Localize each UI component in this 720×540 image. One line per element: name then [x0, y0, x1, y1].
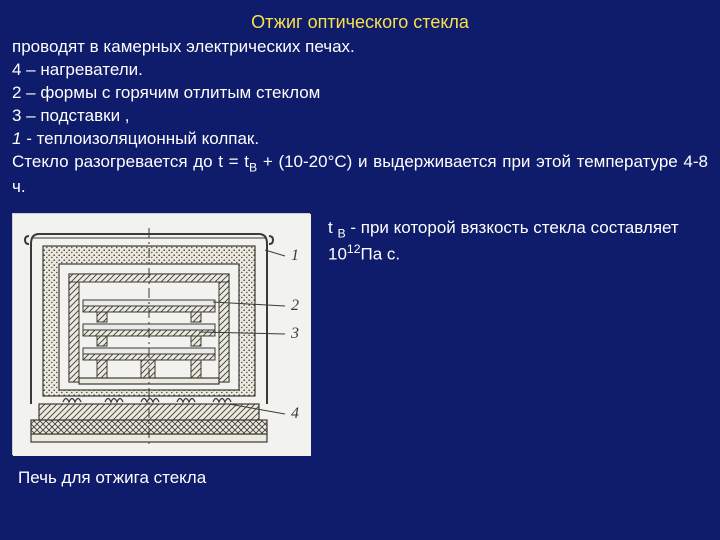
- line-5: 1 - теплоизоляционный колпак.: [12, 128, 708, 151]
- callout-3: 3: [290, 325, 299, 342]
- furnace-svg: 1 2 3 4: [13, 214, 311, 456]
- note-post: Па с.: [361, 245, 401, 264]
- line-2: 4 – нагреватели.: [12, 59, 708, 82]
- note-sup: 12: [347, 242, 361, 256]
- callout-2: 2: [291, 297, 299, 314]
- figure-caption: Печь для отжига стекла: [12, 467, 310, 490]
- callout-1: 1: [291, 247, 299, 264]
- line-4: 3 – подставки ,: [12, 105, 708, 128]
- line-6-sub: B: [249, 160, 257, 174]
- furnace-figure: 1 2 3 4: [12, 213, 310, 455]
- figure-column: 1 2 3 4 Печь для отжига стекла: [12, 213, 310, 490]
- slide-title: Отжиг оптического стекла: [12, 10, 708, 34]
- lower-row: 1 2 3 4 Печь для отжига стекла t B - при…: [12, 213, 708, 490]
- note-sub: B: [337, 226, 345, 240]
- line-3: 2 – формы с горячим отлитым стеклом: [12, 82, 708, 105]
- line-5-rest: - теплоизоляционный колпак.: [21, 129, 259, 148]
- line-6: Стекло разогревается до t = tB + (10-20°…: [12, 151, 708, 199]
- body-paragraph: проводят в камерных электрических печах.…: [12, 36, 708, 199]
- side-note: t B - при которой вязкость стекла состав…: [328, 213, 708, 266]
- callout-4: 4: [291, 405, 299, 422]
- line-6-pre: Стекло разогревается до t = t: [12, 152, 249, 171]
- line-1: проводят в камерных электрических печах.: [12, 36, 708, 59]
